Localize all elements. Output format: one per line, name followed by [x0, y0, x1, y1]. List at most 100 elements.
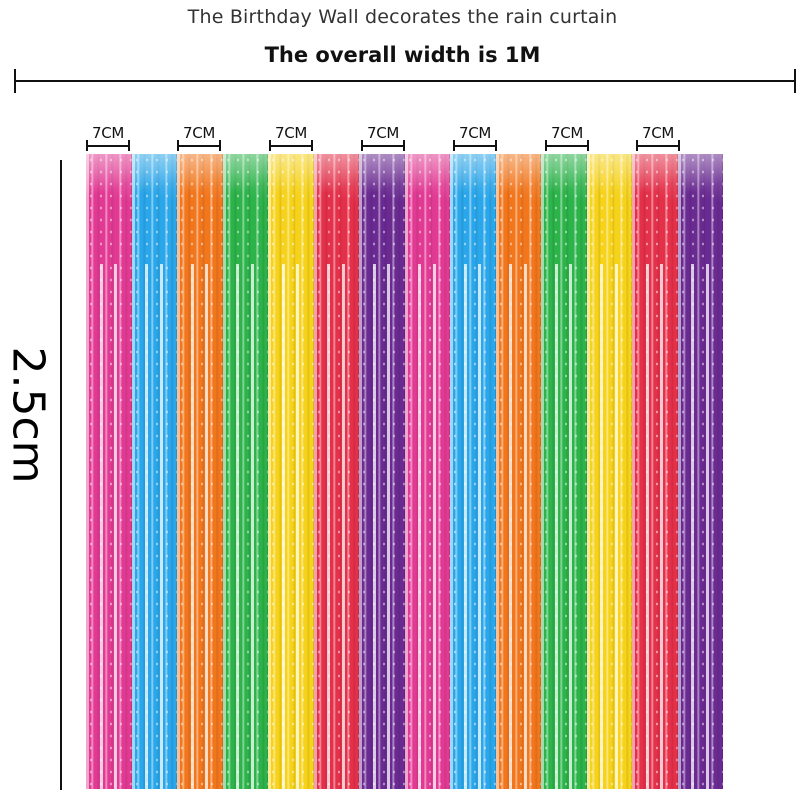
- segment-line: [453, 145, 497, 147]
- strip-gap: [372, 264, 376, 789]
- strip-texture: [359, 154, 406, 789]
- strip-texture: [86, 154, 133, 789]
- segment-line: [545, 145, 589, 147]
- strip-texture: [722, 154, 723, 789]
- strip-texture: [177, 154, 180, 789]
- segment-cap: [128, 140, 130, 151]
- strip-texture: [495, 154, 542, 249]
- segment-marker: 7CM: [177, 124, 221, 152]
- strip-texture: [586, 154, 633, 789]
- strip-texture: [632, 154, 679, 789]
- strip-texture: [677, 154, 681, 789]
- segment-marker: 7CM: [269, 124, 313, 152]
- segment-marker: 7CM: [545, 124, 589, 152]
- strip-texture: [495, 154, 499, 789]
- strip-texture: [86, 154, 89, 789]
- strip-texture: [131, 154, 178, 249]
- ruler-right-cap: [794, 69, 796, 93]
- strip-texture: [677, 154, 723, 789]
- strip-texture: [359, 154, 406, 249]
- strip-texture: [313, 154, 317, 789]
- strip-texture: [359, 154, 406, 789]
- curtain-strip: [450, 154, 497, 789]
- segment-line: [269, 145, 313, 147]
- strip-gap: [660, 264, 664, 789]
- strip-texture: [586, 154, 633, 249]
- curtain-strip: [268, 154, 315, 789]
- curtain-strip: [86, 154, 133, 789]
- strip-texture: [268, 154, 315, 249]
- strip-texture: [131, 154, 178, 789]
- curtain-strip: [632, 154, 679, 789]
- strip-gap: [236, 264, 240, 789]
- strip-texture: [450, 154, 497, 249]
- strip-gap: [205, 264, 209, 789]
- overall-width-ruler: [14, 69, 796, 93]
- strip-texture: [313, 154, 360, 789]
- strip-texture: [268, 154, 315, 789]
- strip-gap: [190, 264, 194, 789]
- strip-gap: [554, 264, 558, 789]
- strip-texture: [677, 154, 723, 249]
- strip-texture: [450, 154, 453, 789]
- strip-texture: [632, 154, 635, 789]
- strip-gap: [250, 264, 254, 789]
- strip-gap: [432, 264, 436, 789]
- strip-texture: [495, 154, 542, 789]
- curtain-strip: [359, 154, 406, 789]
- segment-label: 7CM: [366, 124, 400, 142]
- strip-texture: [541, 154, 588, 789]
- strip-texture: [313, 154, 360, 249]
- segment-label: 7CM: [641, 124, 675, 142]
- segment-marker: 7CM: [86, 124, 130, 152]
- strip-gap: [509, 264, 513, 789]
- curtain-strip: [586, 154, 633, 789]
- strip-texture: [450, 154, 497, 789]
- strip-texture: [268, 154, 315, 789]
- curtain-strip: [313, 154, 360, 789]
- curtain-strip: [541, 154, 588, 789]
- strip-texture: [404, 154, 408, 789]
- strip-texture: [86, 154, 133, 789]
- strip-gap: [418, 264, 422, 789]
- strip-texture: [177, 154, 224, 249]
- strip-texture: [131, 154, 178, 789]
- strip-gap: [691, 264, 695, 789]
- segment-cap: [219, 140, 221, 151]
- strip-gap: [600, 264, 604, 789]
- strip-gap: [159, 264, 163, 789]
- strip-texture: [222, 154, 269, 789]
- strip-gap: [114, 264, 118, 789]
- segment-markers: 7CM 7CM 7CM 7CM 7CM 7CM 7CM: [0, 124, 805, 154]
- segment-cap: [403, 140, 405, 151]
- segment-marker: 7CM: [361, 124, 405, 152]
- segment-cap: [678, 140, 680, 151]
- strip-texture: [222, 154, 226, 789]
- strip-texture: [404, 154, 451, 789]
- segment-line: [636, 145, 680, 147]
- strip-texture: [177, 154, 224, 789]
- strip-texture: [586, 154, 633, 789]
- strip-texture: [86, 154, 133, 249]
- curtain-strip: [131, 154, 178, 789]
- strip-texture: [222, 154, 269, 249]
- strip-texture: [541, 154, 588, 249]
- strip-texture: [359, 154, 362, 789]
- segment-line: [86, 145, 130, 147]
- strip-gap: [296, 264, 300, 789]
- curtain-strip: [404, 154, 451, 789]
- strip-texture: [404, 154, 451, 249]
- strip-texture: [632, 154, 679, 789]
- curtain-strip: [177, 154, 224, 789]
- strip-gap: [463, 264, 467, 789]
- strip-texture: [268, 154, 271, 789]
- strip-gap: [645, 264, 649, 789]
- segment-label: 7CM: [182, 124, 216, 142]
- strip-texture: [131, 154, 135, 789]
- strip-gap: [145, 264, 149, 789]
- segment-marker: 7CM: [453, 124, 497, 152]
- strip-gap: [281, 264, 285, 789]
- curtain-strip: [677, 154, 723, 789]
- subtitle: The Birthday Wall decorates the rain cur…: [187, 6, 618, 28]
- strip-texture: [222, 154, 269, 789]
